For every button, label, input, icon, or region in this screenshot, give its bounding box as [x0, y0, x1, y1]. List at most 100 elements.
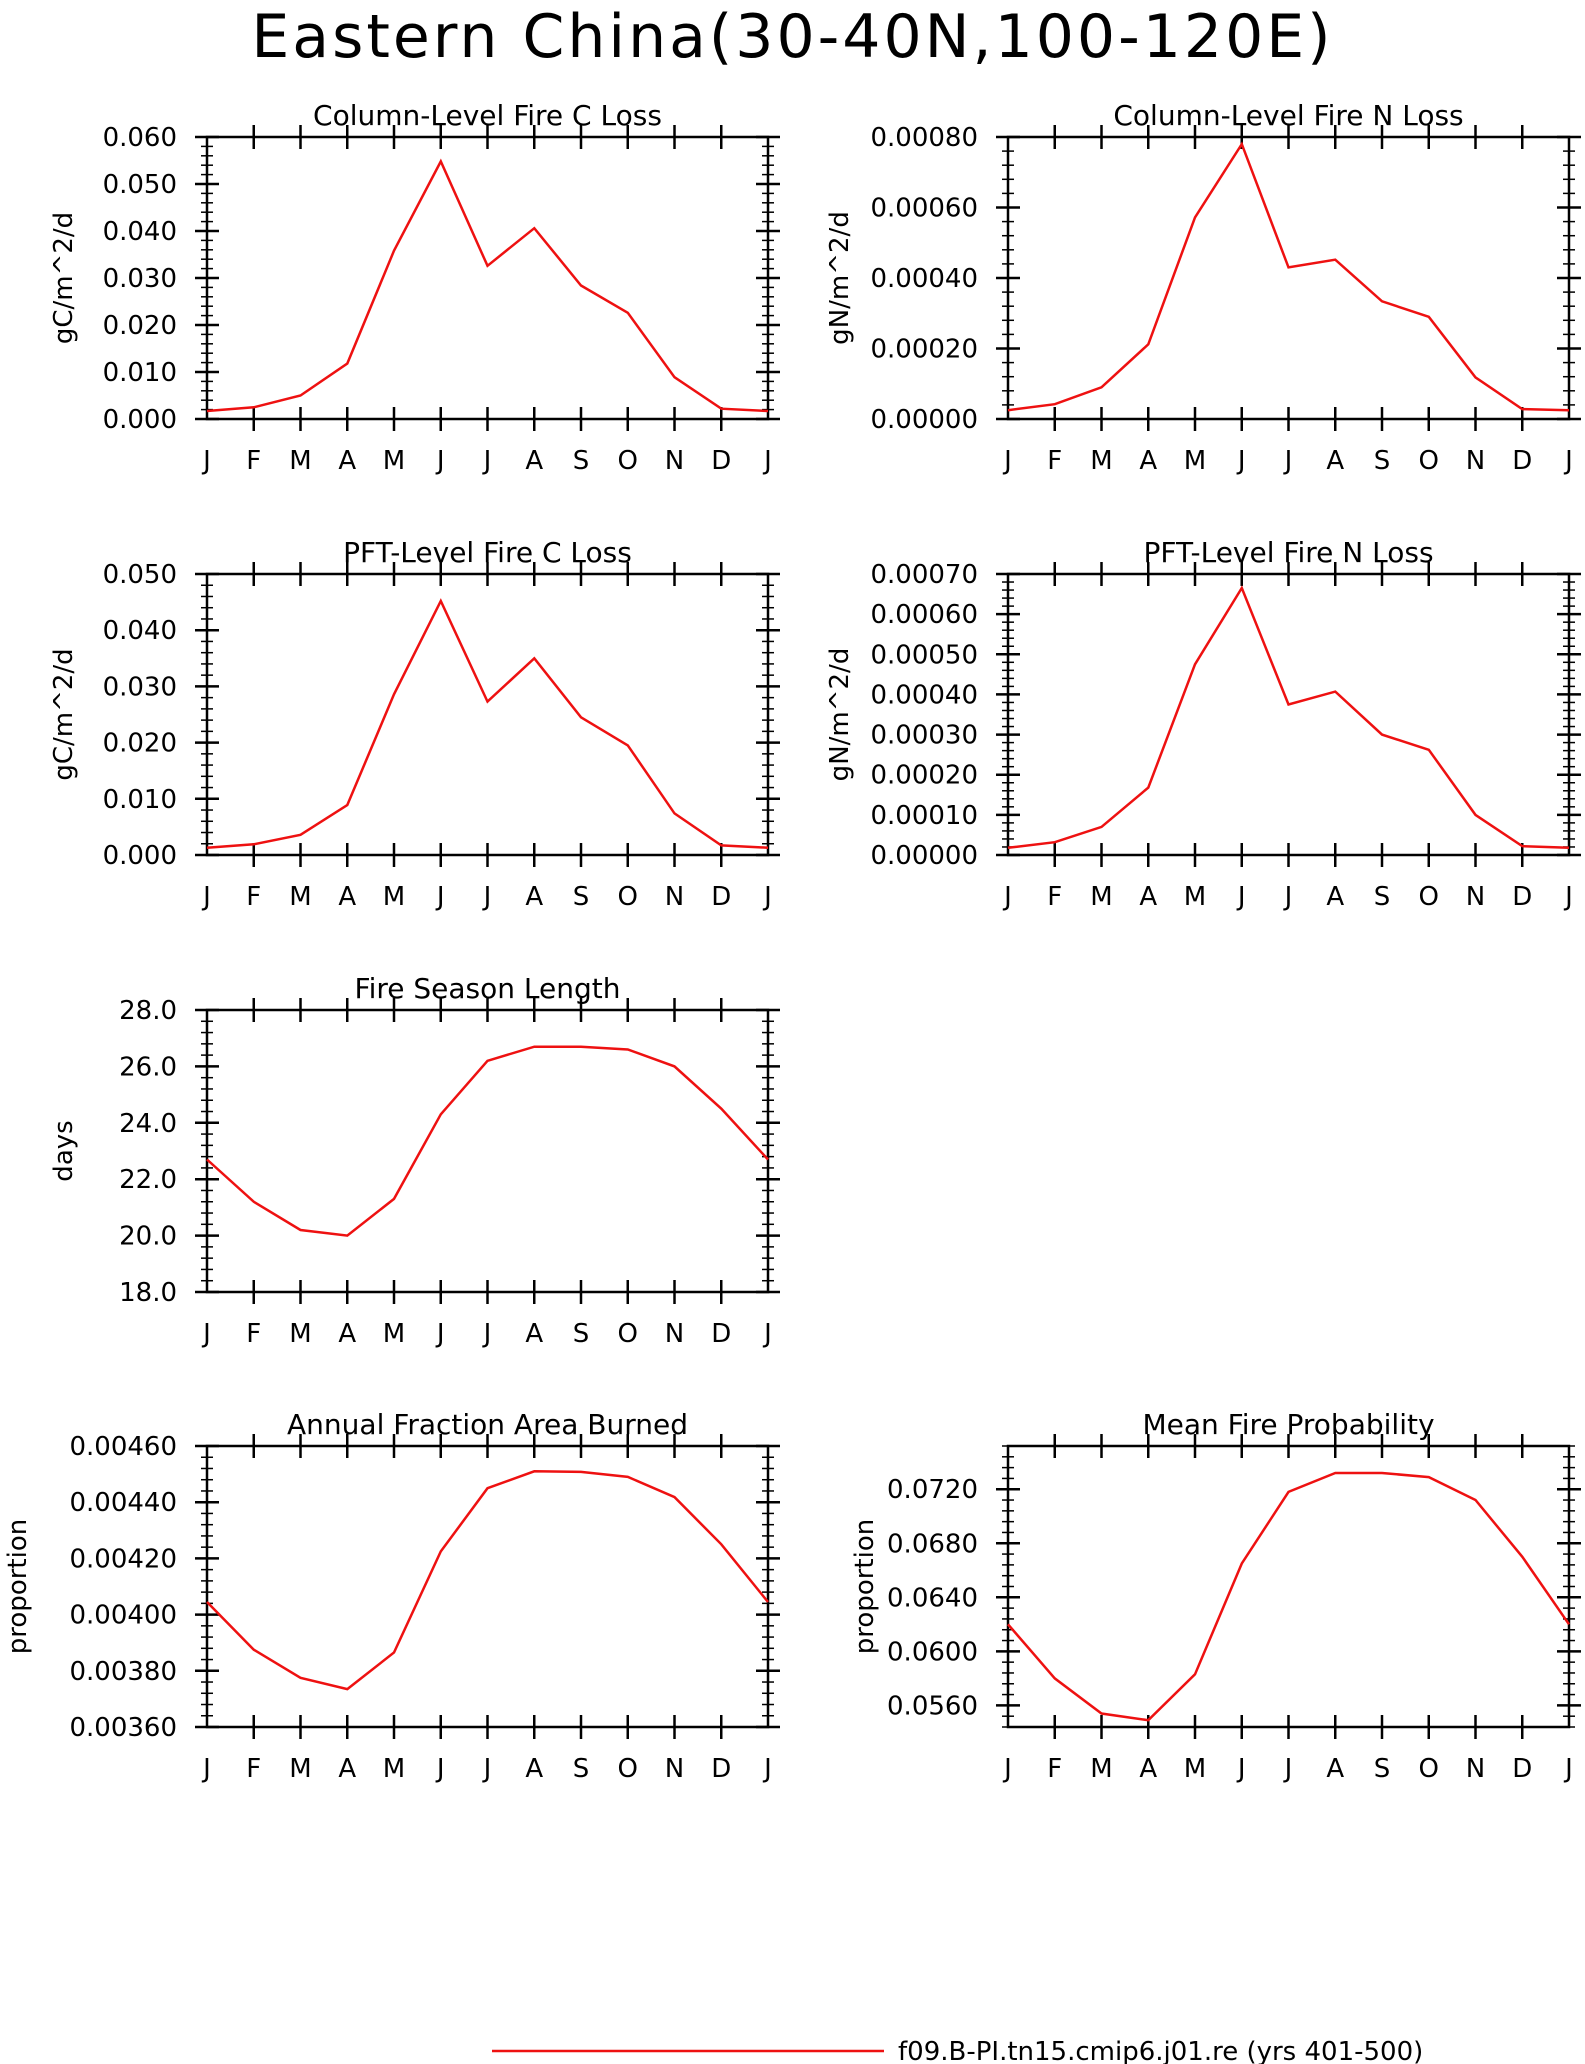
- x-tick-label: F: [246, 882, 261, 912]
- x-tick-label: J: [435, 446, 445, 476]
- x-tick-label: J: [201, 882, 211, 912]
- x-tick-label: J: [1283, 882, 1293, 912]
- x-tick-label: O: [1419, 1754, 1439, 1784]
- x-tick-label: N: [665, 446, 684, 476]
- x-tick-label: D: [1512, 882, 1532, 912]
- x-tick-label: J: [482, 882, 492, 912]
- y-tick-label: 0.00080: [870, 123, 978, 153]
- y-tick-label: 0.000: [103, 841, 177, 871]
- y-tick-label: 0.040: [103, 217, 177, 247]
- y-tick-label: 0.030: [103, 672, 177, 702]
- x-tick-label: J: [762, 882, 772, 912]
- y-tick-label: 0.0720: [887, 1475, 978, 1505]
- plot-frame: [205, 572, 770, 857]
- x-tick-label: A: [1139, 446, 1157, 476]
- x-tick-label: J: [1236, 446, 1246, 476]
- x-tick-label: J: [482, 1754, 492, 1784]
- y-tick-label: 20.0: [119, 1222, 177, 1252]
- chart-panels: Column-Level Fire C LossgC/m^2/d0.0000.0…: [3, 99, 1581, 1784]
- y-tick-label: 0.0560: [887, 1691, 978, 1721]
- x-tick-label: M: [1184, 1754, 1206, 1784]
- y-tick-label: 0.020: [103, 729, 177, 759]
- x-tick-label: J: [435, 882, 445, 912]
- x-tick-label: O: [618, 882, 638, 912]
- x-tick-label: F: [1047, 446, 1062, 476]
- x-tick-label: O: [618, 1319, 638, 1349]
- x-tick-label: M: [383, 1754, 405, 1784]
- x-tick-label: M: [289, 446, 311, 476]
- x-tick-label: A: [525, 882, 543, 912]
- x-tick-label: N: [1466, 882, 1485, 912]
- x-tick-label: J: [762, 1754, 772, 1784]
- x-tick-label: M: [383, 882, 405, 912]
- y-tick-label: 0.050: [103, 560, 177, 590]
- x-tick-label: M: [1184, 882, 1206, 912]
- y-tick-label: 0.00460: [69, 1432, 177, 1462]
- y-axis-label: proportion: [3, 1519, 33, 1654]
- x-tick-label: O: [1419, 446, 1439, 476]
- chart-panel-3: PFT-Level Fire C LossgC/m^2/d0.0000.0100…: [49, 536, 780, 912]
- y-tick-label: 26.0: [119, 1052, 177, 1082]
- y-tick-label: 0.00440: [69, 1488, 177, 1518]
- chart-panel-7: Mean Fire Probabilityproportion0.05600.0…: [850, 1408, 1581, 1784]
- x-tick-label: J: [762, 1319, 772, 1349]
- y-tick-label: 0.00010: [870, 801, 978, 831]
- y-axis-label: days: [49, 1120, 79, 1181]
- x-tick-label: J: [1283, 446, 1293, 476]
- x-tick-label: M: [383, 446, 405, 476]
- x-tick-label: J: [201, 1319, 211, 1349]
- y-tick-label: 0.00420: [69, 1544, 177, 1574]
- x-tick-label: A: [1139, 882, 1157, 912]
- x-tick-label: O: [1419, 882, 1439, 912]
- x-tick-label: F: [1047, 882, 1062, 912]
- x-tick-label: F: [246, 446, 261, 476]
- plot-frame: [205, 1008, 770, 1294]
- x-tick-label: O: [618, 1754, 638, 1784]
- x-tick-label: M: [289, 882, 311, 912]
- y-axis-label: proportion: [850, 1519, 880, 1654]
- series-line: [1007, 585, 1570, 850]
- chart-panel-4: PFT-Level Fire N LossgN/m^2/d0.000000.00…: [825, 536, 1581, 912]
- y-axis-label: gN/m^2/d: [825, 211, 855, 345]
- y-tick-label: 0.00020: [870, 335, 978, 365]
- x-tick-label: M: [1090, 1754, 1112, 1784]
- series-line: [206, 158, 769, 413]
- y-tick-label: 0.00070: [870, 560, 978, 590]
- x-tick-label: A: [1326, 882, 1344, 912]
- y-tick-label: 0.000: [103, 405, 177, 435]
- y-tick-label: 0.010: [103, 785, 177, 815]
- x-tick-label: J: [1283, 1754, 1293, 1784]
- x-tick-label: A: [525, 1319, 543, 1349]
- x-tick-label: J: [435, 1754, 445, 1784]
- plot-frame: [1006, 1444, 1571, 1729]
- y-tick-label: 0.0640: [887, 1583, 978, 1613]
- x-tick-label: J: [435, 1319, 445, 1349]
- y-tick-label: 0.00000: [870, 841, 978, 871]
- x-tick-label: D: [1512, 446, 1532, 476]
- series-line: [206, 598, 769, 849]
- x-tick-label: S: [573, 1754, 590, 1784]
- y-axis-label: gC/m^2/d: [49, 212, 79, 344]
- y-tick-label: 0.060: [103, 123, 177, 153]
- y-tick-label: 0.040: [103, 616, 177, 646]
- x-tick-label: J: [1563, 1754, 1573, 1784]
- x-tick-label: J: [1236, 1754, 1246, 1784]
- x-tick-label: S: [573, 1319, 590, 1349]
- chart-panel-1: Column-Level Fire C LossgC/m^2/d0.0000.0…: [49, 99, 780, 476]
- x-tick-label: J: [482, 446, 492, 476]
- series-line: [1007, 141, 1570, 412]
- plot-frame: [1006, 135, 1571, 421]
- y-tick-label: 0.00360: [69, 1713, 177, 1743]
- x-tick-label: J: [201, 1754, 211, 1784]
- x-tick-label: N: [665, 1319, 684, 1349]
- y-tick-label: 0.00060: [870, 194, 978, 224]
- x-tick-label: M: [1090, 882, 1112, 912]
- y-tick-label: 0.00380: [69, 1657, 177, 1687]
- y-tick-label: 22.0: [119, 1165, 177, 1195]
- x-tick-label: D: [711, 1319, 731, 1349]
- x-tick-label: O: [618, 446, 638, 476]
- x-tick-label: D: [1512, 1754, 1532, 1784]
- x-tick-label: S: [1374, 1754, 1391, 1784]
- x-tick-label: N: [1466, 1754, 1485, 1784]
- x-tick-label: F: [246, 1754, 261, 1784]
